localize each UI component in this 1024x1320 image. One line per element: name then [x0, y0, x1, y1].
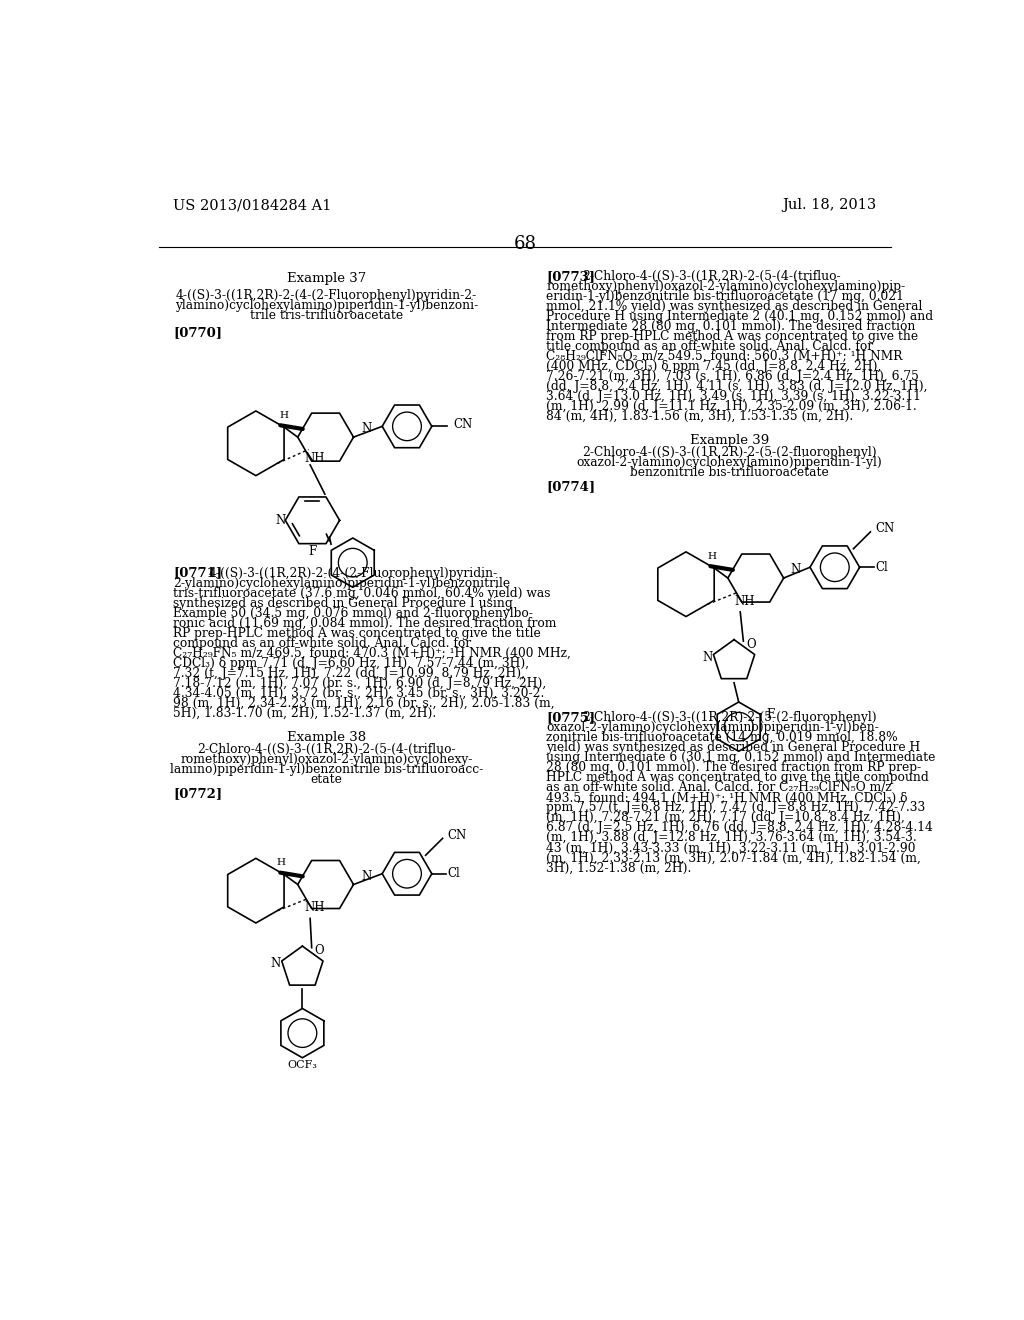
Text: 2-Chloro-4-((S)-3-((1R,2R)-2-(5-(4-(trifluo-: 2-Chloro-4-((S)-3-((1R,2R)-2-(5-(4-(trif…: [197, 743, 456, 756]
Text: 2-Chloro-4-((S)-3-((1R,2R)-2-(5-(2-fluorophenyl): 2-Chloro-4-((S)-3-((1R,2R)-2-(5-(2-fluor…: [583, 711, 877, 725]
Text: romethoxy)phenyl)oxazol-2-ylamino)cyclohexylamino)pip-: romethoxy)phenyl)oxazol-2-ylamino)cycloh…: [547, 280, 905, 293]
Text: [0770]: [0770]: [173, 326, 222, 339]
Text: Example 39: Example 39: [690, 434, 769, 447]
Text: O: O: [314, 944, 325, 957]
Text: lamino)piperidin-1-yl)benzonitrile bis-trifluoroacc-: lamino)piperidin-1-yl)benzonitrile bis-t…: [170, 763, 483, 776]
Text: F: F: [308, 545, 316, 558]
Text: [0772]: [0772]: [173, 787, 222, 800]
Text: N: N: [702, 651, 713, 664]
Text: CN: CN: [454, 418, 473, 432]
Text: Procedure H using Intermediate 2 (40.1 mg, 0.152 mmol) and: Procedure H using Intermediate 2 (40.1 m…: [547, 310, 934, 323]
Text: romethoxy)phenyl)oxazol-2-ylamino)cyclohexy-: romethoxy)phenyl)oxazol-2-ylamino)cycloh…: [180, 752, 473, 766]
Text: F: F: [767, 708, 775, 721]
Text: 493.5, found: 494.1 (M+H)⁺; ¹H NMR (400 MHz, CDCl₃) δ: 493.5, found: 494.1 (M+H)⁺; ¹H NMR (400 …: [547, 792, 908, 804]
Text: H: H: [280, 411, 289, 420]
Text: NH: NH: [305, 453, 326, 465]
Text: etate: etate: [310, 774, 342, 785]
Text: [0774]: [0774]: [547, 480, 596, 494]
Text: H: H: [276, 858, 286, 867]
Text: [0775]: [0775]: [547, 711, 596, 725]
Text: CN: CN: [447, 829, 467, 842]
Text: ylamino)cyclohexylamino)piperidin-1-yl)benzoni-: ylamino)cyclohexylamino)piperidin-1-yl)b…: [175, 300, 478, 313]
Text: 2-ylamino)cyclohexylamino)piperidin-1-yl)benzonitrile: 2-ylamino)cyclohexylamino)piperidin-1-yl…: [173, 577, 510, 590]
Text: C₂₈H₂₉ClFN₅O₂ m/z 549.5, found: 560.3 (M+H)⁺; ¹H NMR: C₂₈H₂₉ClFN₅O₂ m/z 549.5, found: 560.3 (M…: [547, 350, 903, 363]
Text: 4.34-4.05 (m, 1H), 3.72 (br. s., 2H), 3.45 (br. s., 3H), 3.20-2.: 4.34-4.05 (m, 1H), 3.72 (br. s., 2H), 3.…: [173, 686, 545, 700]
Text: 4-((S)-3-((1R,2R)-2-(4-(2-Fluorophenyl)pyridin-2-: 4-((S)-3-((1R,2R)-2-(4-(2-Fluorophenyl)p…: [176, 289, 477, 302]
Text: HPLC method A was concentrated to give the title compound: HPLC method A was concentrated to give t…: [547, 771, 929, 784]
Text: OCF₃: OCF₃: [288, 1060, 317, 1071]
Text: N: N: [275, 513, 286, 527]
Text: synthesized as described in General Procedure I using: synthesized as described in General Proc…: [173, 597, 513, 610]
Text: Cl: Cl: [876, 561, 888, 574]
Text: 6.87 (d, J=2.5 Hz, 1H), 6.76 (dd, J=8.8, 2.4 Hz, 1H), 4.28-4.14: 6.87 (d, J=2.5 Hz, 1H), 6.76 (dd, J=8.8,…: [547, 821, 933, 834]
Text: ronic acid (11.69 mg, 0.084 mmol). The desired fraction from: ronic acid (11.69 mg, 0.084 mmol). The d…: [173, 616, 556, 630]
Text: CN: CN: [876, 523, 894, 536]
Text: Example 37: Example 37: [287, 272, 366, 285]
Text: N: N: [361, 422, 372, 436]
Text: [0771]: [0771]: [173, 566, 222, 579]
Text: 4-((S)-3-((1R,2R)-2-(4-(2-Fluorophenyl)pyridin-: 4-((S)-3-((1R,2R)-2-(4-(2-Fluorophenyl)p…: [209, 566, 498, 579]
Text: mmol, 21.1% yield) was synthesized as described in General: mmol, 21.1% yield) was synthesized as de…: [547, 300, 923, 313]
Text: 43 (m, 1H), 3.43-3.33 (m, 1H), 3.22-3.11 (m, 1H), 3.01-2.90: 43 (m, 1H), 3.43-3.33 (m, 1H), 3.22-3.11…: [547, 841, 916, 854]
Text: compound as an off-white solid. Anal. Calcd. for: compound as an off-white solid. Anal. Ca…: [173, 636, 471, 649]
Text: O: O: [746, 638, 756, 651]
Text: US 2013/0184284 A1: US 2013/0184284 A1: [173, 198, 332, 213]
Text: (m, 1H), 7.28-7.21 (m, 2H), 7.17 (dd, J=10.8, 8.4 Hz, 1H),: (m, 1H), 7.28-7.21 (m, 2H), 7.17 (dd, J=…: [547, 812, 905, 825]
Text: Example 38: Example 38: [287, 730, 366, 743]
Text: benzonitrile bis-trifluoroacetate: benzonitrile bis-trifluoroacetate: [630, 466, 828, 479]
Text: C₂₇H₂₉FN₅ m/z 469.5, found: 470.3 (M+H)⁺; ¹H NMR (400 MHz,: C₂₇H₂₉FN₅ m/z 469.5, found: 470.3 (M+H)⁺…: [173, 647, 570, 660]
Text: Example 50 (34.5 mg, 0.076 mmol) and 2-fluorophenylbo-: Example 50 (34.5 mg, 0.076 mmol) and 2-f…: [173, 607, 532, 619]
Text: 84 (m, 4H), 1.83-1.56 (m, 3H), 1.53-1.35 (m, 2H).: 84 (m, 4H), 1.83-1.56 (m, 3H), 1.53-1.35…: [547, 411, 854, 424]
Text: 98 (m, 1H), 2.34-2.23 (m, 1H), 2.16 (br. s., 2H), 2.05-1.83 (m,: 98 (m, 1H), 2.34-2.23 (m, 1H), 2.16 (br.…: [173, 697, 555, 710]
Text: yield) was synthesized as described in General Procedure H: yield) was synthesized as described in G…: [547, 742, 921, 754]
Text: 7.32 (t, J=7.15 Hz, 1H), 7.22 (dd, J=10.99, 8.79 Hz, 2H),: 7.32 (t, J=7.15 Hz, 1H), 7.22 (dd, J=10.…: [173, 667, 525, 680]
Text: N: N: [271, 957, 282, 970]
Text: using Intermediate 6 (30.1 mg, 0.152 mmol) and Intermediate: using Intermediate 6 (30.1 mg, 0.152 mmo…: [547, 751, 936, 764]
Text: as an off-white solid. Anal. Calcd. for C₂₇H₂₉ClFN₅O m/z: as an off-white solid. Anal. Calcd. for …: [547, 781, 892, 795]
Text: 2-Chloro-4-((S)-3-((1R,2R)-2-(5-(2-fluorophenyl): 2-Chloro-4-((S)-3-((1R,2R)-2-(5-(2-fluor…: [582, 446, 877, 459]
Text: 3H), 1.52-1.38 (m, 2H).: 3H), 1.52-1.38 (m, 2H).: [547, 862, 692, 874]
Text: (m, 1H), 2.99 (d, J=11.1 Hz, 1H), 2.35-2.09 (m, 3H), 2.06-1.: (m, 1H), 2.99 (d, J=11.1 Hz, 1H), 2.35-2…: [547, 400, 918, 413]
Text: ppm 7.57 (t, J=6.8 Hz, 1H), 7.47 (d, J=8.8 Hz, 1H), 7.42-7.33: ppm 7.57 (t, J=6.8 Hz, 1H), 7.47 (d, J=8…: [547, 801, 926, 814]
Text: RP prep-HPLC method A was concentrated to give the title: RP prep-HPLC method A was concentrated t…: [173, 627, 541, 640]
Text: 5H), 1.83-1.70 (m, 2H), 1.52-1.37 (m, 2H).: 5H), 1.83-1.70 (m, 2H), 1.52-1.37 (m, 2H…: [173, 706, 436, 719]
Text: 7.26-7.21 (m, 3H), 7.03 (s, 1H), 6.86 (d, J=2.4 Hz, 1H), 6.75: 7.26-7.21 (m, 3H), 7.03 (s, 1H), 6.86 (d…: [547, 370, 920, 383]
Text: 7.18-7.12 (m, 1H), 7.07 (br. s., 1H), 6.90 (d, J=8.79 Hz, 2H),: 7.18-7.12 (m, 1H), 7.07 (br. s., 1H), 6.…: [173, 677, 546, 689]
Text: (400 MHz, CDCl₃) δ ppm 7.45 (dd, J=8.8, 2.4 Hz, 2H),: (400 MHz, CDCl₃) δ ppm 7.45 (dd, J=8.8, …: [547, 360, 882, 374]
Text: title compound as an off-white solid. Anal. Calcd. for: title compound as an off-white solid. An…: [547, 341, 873, 354]
Text: 28 (80 mg, 0.101 mmol). The desired fraction from RP prep-: 28 (80 mg, 0.101 mmol). The desired frac…: [547, 762, 922, 775]
Text: NH: NH: [735, 594, 756, 607]
Text: N: N: [791, 564, 801, 576]
Text: N: N: [361, 870, 372, 883]
Text: 68: 68: [513, 235, 537, 253]
Text: [0773]: [0773]: [547, 271, 596, 282]
Text: oxazol-2-ylamino)cyclohexylamino)piperidin-1-yl)ben-: oxazol-2-ylamino)cyclohexylamino)piperid…: [547, 721, 880, 734]
Text: from RP prep-HPLC method A was concentrated to give the: from RP prep-HPLC method A was concentra…: [547, 330, 919, 343]
Text: Intermediate 28 (80 mg, 0.101 mmol). The desired fraction: Intermediate 28 (80 mg, 0.101 mmol). The…: [547, 321, 915, 333]
Text: 2-Chloro-4-((S)-3-((1R,2R)-2-(5-(4-(trifluo-: 2-Chloro-4-((S)-3-((1R,2R)-2-(5-(4-(trif…: [583, 271, 841, 282]
Text: trile tris-trifluoroacetate: trile tris-trifluoroacetate: [250, 309, 403, 322]
Text: zonitrile bis-trifluoroacetate (14 mg, 0.019 mmol, 18.8%: zonitrile bis-trifluoroacetate (14 mg, 0…: [547, 731, 898, 744]
Text: tris-trifluoroacetate (37.6 mg, 0.046 mmol, 60.4% yield) was: tris-trifluoroacetate (37.6 mg, 0.046 mm…: [173, 586, 551, 599]
Text: (m, 1H), 2.33-2.13 (m, 3H), 2.07-1.84 (m, 4H), 1.82-1.54 (m,: (m, 1H), 2.33-2.13 (m, 3H), 2.07-1.84 (m…: [547, 851, 922, 865]
Text: CDCl₃) δ ppm 7.71 (d, J=6.60 Hz, 1H), 7.57-7.44 (m, 3H),: CDCl₃) δ ppm 7.71 (d, J=6.60 Hz, 1H), 7.…: [173, 656, 529, 669]
Text: Cl: Cl: [447, 867, 460, 880]
Text: (dd, J=8.8, 2.4 Hz, 1H), 4.11 (s, 1H), 3.83 (d, J=12.0 Hz, 1H),: (dd, J=8.8, 2.4 Hz, 1H), 4.11 (s, 1H), 3…: [547, 380, 928, 393]
Text: Jul. 18, 2013: Jul. 18, 2013: [782, 198, 877, 213]
Text: oxazol-2-ylamino)cyclohexylamino)piperidin-1-yl): oxazol-2-ylamino)cyclohexylamino)piperid…: [577, 457, 883, 470]
Text: 3.64 (d, J=13.0 Hz, 1H), 3.49 (s, 1H), 3.39 (s, 1H), 3.22-3.11: 3.64 (d, J=13.0 Hz, 1H), 3.49 (s, 1H), 3…: [547, 391, 922, 403]
Text: NH: NH: [305, 902, 326, 915]
Text: eridin-1-yl)benzonitrile bis-trifluoroacetate (17 mg, 0.021: eridin-1-yl)benzonitrile bis-trifluoroac…: [547, 290, 904, 304]
Text: H: H: [708, 552, 716, 561]
Text: (m, 1H), 3.88 (d, J=12.8 Hz, 1H), 3.76-3.64 (m, 1H), 3.54-3.: (m, 1H), 3.88 (d, J=12.8 Hz, 1H), 3.76-3…: [547, 832, 918, 845]
